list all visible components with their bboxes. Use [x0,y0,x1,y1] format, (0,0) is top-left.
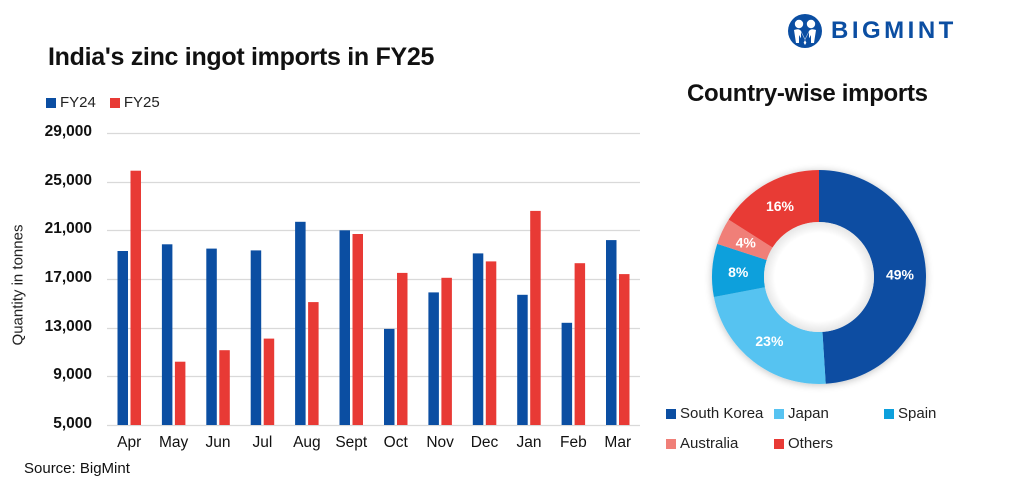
bar-fy25-feb [574,263,586,425]
legend-swatch-others [774,438,784,449]
legend-label-spain: Spain [898,405,937,422]
legend-label-fy24: FY24 [60,94,96,111]
logo-text: BIGMINT [831,17,957,44]
donut-slice-australia [717,219,773,261]
donut-slice-spain [712,243,767,298]
x-tick-dec: Dec [470,434,499,451]
legend-item-spain: Spain [884,405,936,422]
legend-swatch-australia [666,438,676,449]
bar-fy24-nov [428,292,439,425]
donut-label-spain: 8% [728,264,749,280]
x-tick-aug: Aug [293,434,321,451]
legend-item-fy24: FY24 [46,94,96,111]
x-tick-jun: Jun [205,434,231,451]
bar-fy25-nov [441,277,452,425]
legend-swatch-spain [884,408,894,419]
donut-chart: 49% 23% 8% 4% 16% [712,170,927,384]
bar-fy25-aug [308,302,319,425]
donut-slice-japan [713,287,826,384]
bar-chart-title: India's zinc ingot imports in FY25 [48,43,435,71]
bigmint-logo: BIGMINT [787,13,957,49]
legend-label-fy25: FY25 [123,94,160,111]
x-tick-jan: Jan [516,434,542,451]
donut-slice-others [728,170,819,248]
bar-fy25-jun [219,350,230,425]
bar-fy24-jan [517,294,528,425]
bar-fy25-dec [485,261,497,425]
legend-item-south-korea: South Korea [666,405,763,422]
y-tick-13000: 13,000 [44,318,92,335]
bar-fy24-apr [117,251,128,425]
x-tick-jul: Jul [252,434,273,451]
legend-item-others: Others [774,435,833,452]
bar-fy24-oct [384,328,395,425]
legend-swatch-fy24 [46,97,56,108]
bar-fy25-apr [130,170,141,425]
x-tick-nov: Nov [426,434,454,451]
legend-label-japan: Japan [788,405,829,422]
bar-fy24-jun [206,248,217,425]
donut-slice-south-korea [819,170,927,384]
legend-item-australia: Australia [666,435,738,452]
legend-swatch-fy25 [109,97,120,108]
legend-swatch-south-korea [666,408,676,419]
x-tick-sept: Sept [335,434,368,451]
bar-fy24-dec [472,253,484,425]
source-note: Source: BigMint [24,460,130,477]
bar-fy25-sept [352,234,363,425]
y-tick-9000: 9,000 [53,366,92,383]
bar-fy24-mar [606,240,617,425]
bar-fy24-feb [561,322,573,425]
bar-fy25-oct [397,272,408,425]
bar-fy24-sept [339,230,350,425]
bar-fy24-jul [250,250,262,425]
legend-swatch-japan [774,408,784,419]
bar-fy25-may [174,361,186,425]
y-tick-29000: 29,000 [44,123,92,140]
x-tick-apr: Apr [117,434,142,451]
bar-fy24-aug [295,221,306,425]
bar-chart-legend: FY24 FY25 [46,94,160,111]
y-tick-21000: 21,000 [44,220,92,237]
y-tick-17000: 17,000 [44,269,92,286]
x-tick-feb: Feb [560,434,587,451]
x-tick-oct: Oct [383,434,408,451]
legend-label-australia: Australia [680,435,739,452]
legend-label-others: Others [788,435,834,452]
bar-fy25-jan [530,210,541,425]
donut-chart-title: Country-wise imports [687,80,928,107]
donut-label-australia: 4% [736,235,757,251]
bar-fy24-may [161,244,173,425]
x-tick-mar: Mar [604,434,632,451]
bar-fy25-mar [619,274,630,425]
y-tick-25000: 25,000 [44,172,92,189]
bar-chart-plot [107,132,640,427]
donut-label-south-korea: 49% [886,267,915,283]
y-tick-5000: 5,000 [53,415,92,432]
bigmint-people-icon [788,14,822,48]
legend-item-japan: Japan [774,405,829,422]
legend-label-south-korea: South Korea [680,405,764,422]
donut-label-others: 16% [766,198,795,214]
donut-label-japan: 23% [755,333,784,349]
donut-hole [764,222,874,332]
x-tick-may: May [158,434,189,451]
bar-fy25-jul [263,338,275,425]
legend-item-fy25: FY25 [109,94,160,111]
